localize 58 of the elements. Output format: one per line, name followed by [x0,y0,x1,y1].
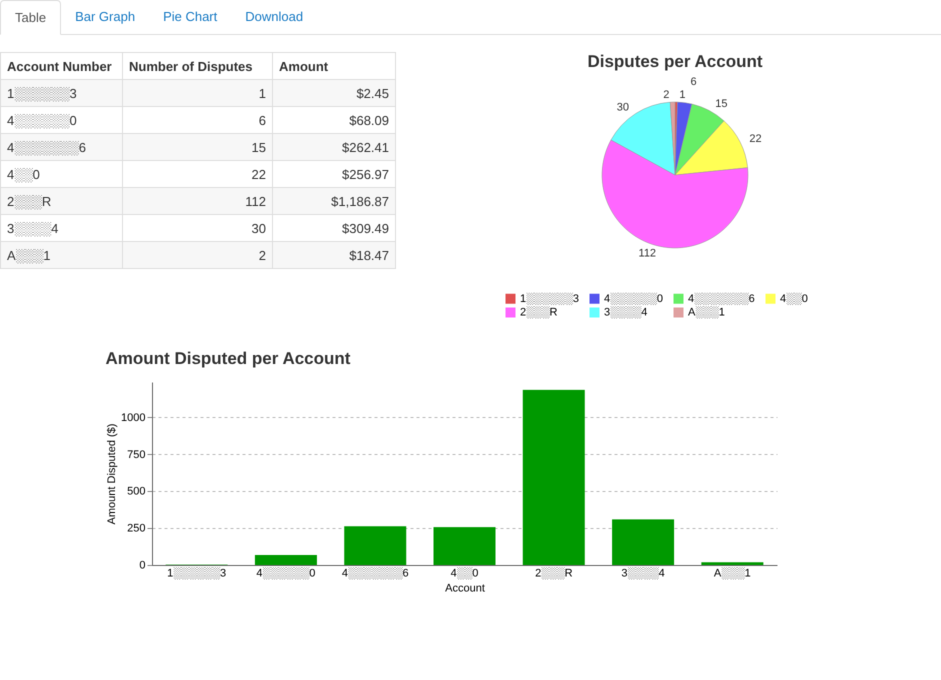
x-tick-label: 4░░0 [450,566,478,580]
data-label: 15 [715,98,728,110]
x-tick-label: 3░░░░4 [621,566,665,580]
text: 4░░░░░░░6 [0,134,122,160]
y-tick-label: 0 [139,560,146,572]
text: Bar Graph [74,8,136,26]
legend-label: 2░░░R [520,306,558,318]
text: $309.49 [272,214,396,242]
text: 4░░0 [0,160,122,188]
data-label: 112 [638,247,656,260]
text: 22 [122,160,272,188]
text: Account Number [0,52,122,80]
text: $2.45 [272,80,396,106]
y-tick-label: 250 [127,522,146,535]
text: $68.09 [272,106,396,134]
y-tick-label: 750 [127,448,146,461]
text: 112 [122,188,272,214]
text: 2░░░R [0,188,122,214]
text: 2 [122,242,272,268]
text: $256.97 [272,160,396,188]
x-axis-title: Account [445,582,485,594]
text: 1 [122,80,272,106]
text: A░░░1 [0,242,122,268]
legend-label: 4░░░░░░0 [604,292,663,305]
x-tick-label: A░░░1 [714,566,751,580]
y-axis-title: Amount Disputed ($) [106,424,118,524]
text: 1░░░░░░3 [0,80,122,106]
legend-label: 3░░░░4 [604,306,648,318]
x-tick-label: 4░░░░░░0 [256,566,316,580]
x-tick-label: 2░░░R [535,566,573,580]
text: $262.41 [272,134,396,160]
text: Download [244,8,304,26]
legend-label: A░░░1 [688,306,725,318]
text: Number of Disputes [122,52,272,80]
x-tick-label: 4░░░░░░░6 [342,566,409,580]
chart-title: Disputes per Account [587,52,763,71]
text: Pie Chart [162,8,218,26]
data-label: 6 [690,76,697,88]
data-label: 22 [749,132,762,145]
text: 6 [122,106,272,134]
x-tick-label: 1░░░░░░3 [167,566,226,580]
text: $1,186.87 [272,188,396,214]
text: $18.47 [272,242,396,268]
legend-label: 1░░░░░░3 [520,292,579,305]
data-label: 2 [663,89,670,102]
text: 4░░░░░░0 [0,106,122,134]
y-tick-label: 500 [127,486,146,498]
legend-label: 4░░░░░░░6 [688,292,755,305]
data-label: 30 [616,102,629,114]
text: 30 [122,214,272,242]
data-label: 1 [679,89,686,102]
text: 15 [122,134,272,160]
legend-label: 4░░0 [780,292,808,305]
text: 3░░░░4 [0,214,122,242]
text: Table [0,0,62,35]
y-tick-label: 1000 [121,412,146,424]
chart-title: Amount Disputed per Account [106,349,351,368]
text: Amount [272,52,396,80]
